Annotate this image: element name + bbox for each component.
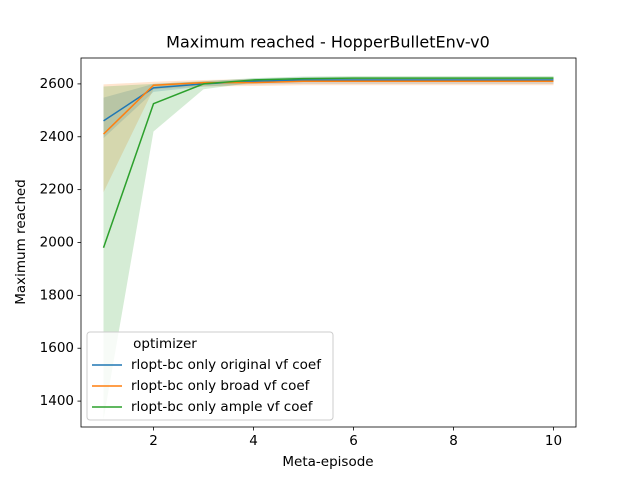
y-tick-label: 1800 bbox=[40, 287, 74, 303]
y-tick-label: 2200 bbox=[40, 182, 74, 198]
y-axis-label: Maximum reached bbox=[13, 179, 29, 305]
legend-label: rlopt-bc only broad vf coef bbox=[131, 378, 311, 394]
y-tick-label: 2400 bbox=[40, 129, 74, 145]
confidence-band bbox=[103, 75, 554, 420]
x-tick-label: 8 bbox=[449, 433, 458, 449]
y-tick-label: 2600 bbox=[40, 76, 74, 92]
series-line bbox=[102, 77, 554, 249]
x-axis-label: Meta-episode bbox=[282, 454, 373, 470]
x-tick-label: 2 bbox=[149, 433, 158, 449]
legend-label: rlopt-bc only ample vf coef bbox=[131, 399, 314, 415]
series-line bbox=[102, 80, 554, 135]
y-tick-label: 2000 bbox=[40, 235, 74, 251]
x-tick-label: 6 bbox=[349, 433, 358, 449]
y-tick-label: 1400 bbox=[40, 393, 74, 409]
y-tick-label: 1600 bbox=[40, 340, 74, 356]
x-tick-label: 10 bbox=[545, 433, 562, 449]
series-line bbox=[103, 79, 554, 122]
legend-title: optimizer bbox=[133, 336, 197, 352]
chart-title: Maximum reached - HopperBulletEnv-v0 bbox=[166, 33, 490, 52]
plot-area bbox=[102, 75, 554, 420]
confidence-band bbox=[103, 77, 554, 139]
legend-box bbox=[86, 331, 334, 421]
legend-label: rlopt-bc only original vf coef bbox=[131, 357, 322, 373]
x-tick-label: 4 bbox=[249, 433, 258, 449]
legend: optimizer rlopt-bc only original vf coef r… bbox=[86, 331, 334, 421]
